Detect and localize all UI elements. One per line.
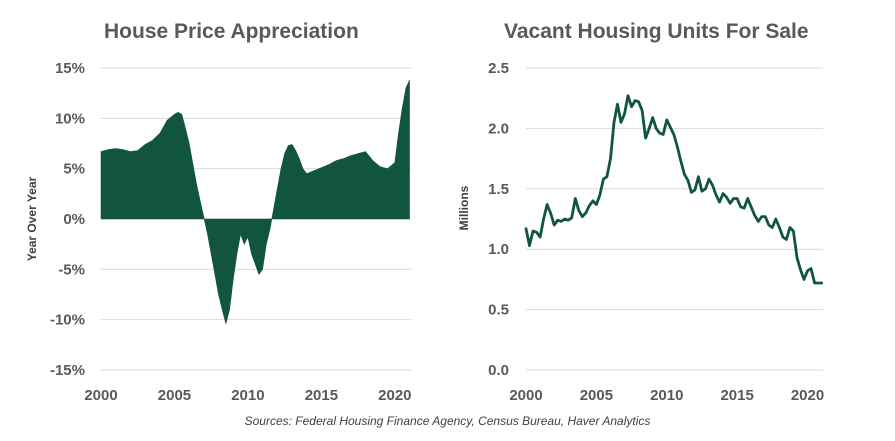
x-tick-label: 2010 bbox=[231, 387, 264, 404]
y-tick-label: 0% bbox=[63, 211, 85, 228]
y-tick-label: 0.0 bbox=[488, 362, 509, 379]
y-tick-label: 5% bbox=[63, 161, 85, 178]
right-chart-title: Vacant Housing Units For Sale bbox=[504, 20, 809, 43]
y-tick-label: 1.5 bbox=[488, 181, 509, 198]
series-line bbox=[524, 94, 823, 285]
y-tick-label: 15% bbox=[55, 60, 85, 77]
source-note: Sources: Federal Housing Finance Agency,… bbox=[244, 414, 651, 428]
x-tick-label: 2005 bbox=[580, 387, 613, 404]
x-tick-label: 2005 bbox=[158, 387, 191, 404]
x-tick-label: 2020 bbox=[378, 387, 411, 404]
x-tick-label: 2020 bbox=[791, 387, 824, 404]
x-tick-label: 2000 bbox=[84, 387, 117, 404]
y-tick-label: 1.0 bbox=[488, 241, 509, 258]
y-tick-label: -5% bbox=[58, 261, 85, 278]
series-area bbox=[100, 79, 410, 325]
y-tick-label: 2.0 bbox=[488, 120, 509, 137]
y-tick-label: 0.5 bbox=[488, 302, 509, 319]
y-tick-label: 2.5 bbox=[488, 60, 509, 77]
x-tick-label: 2010 bbox=[650, 387, 683, 404]
y-axis-label: Year Over Year bbox=[25, 176, 39, 261]
x-tick-label: 2015 bbox=[720, 387, 753, 404]
y-tick-label: 10% bbox=[55, 110, 85, 127]
x-tick-label: 2000 bbox=[509, 387, 542, 404]
left-chart-title: House Price Appreciation bbox=[104, 20, 359, 43]
y-axis-label: Millions bbox=[457, 185, 471, 230]
y-tick-label: -15% bbox=[50, 362, 85, 379]
x-tick-label: 2015 bbox=[305, 387, 338, 404]
y-tick-label: -10% bbox=[50, 312, 85, 329]
